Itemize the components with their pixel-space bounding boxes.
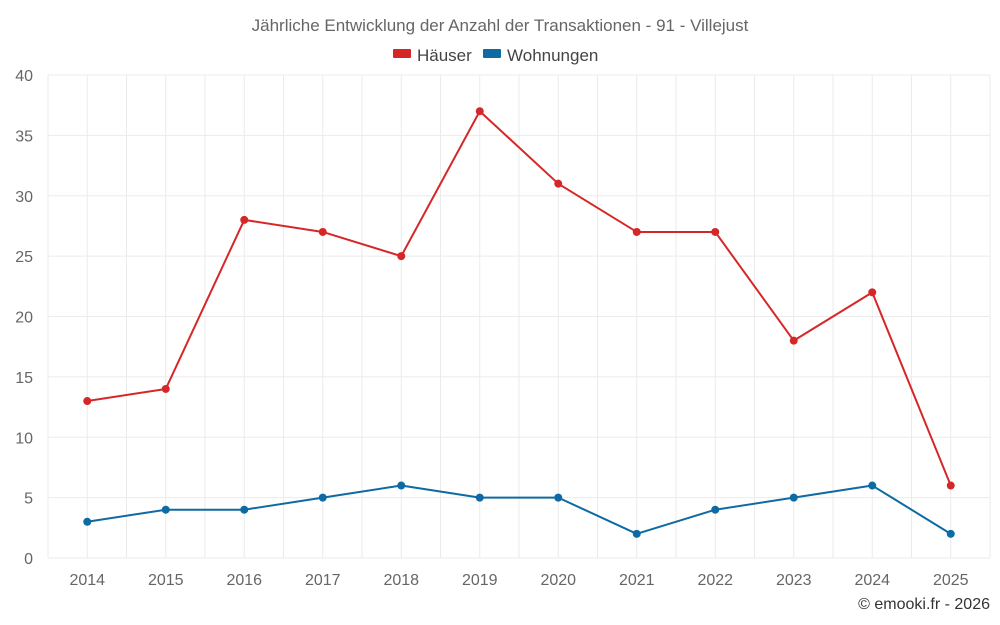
x-tick-label: 2014 — [69, 572, 105, 589]
x-tick-label: 2015 — [148, 572, 184, 589]
series-haeuser — [83, 107, 955, 490]
data-point[interactable] — [83, 397, 92, 406]
data-point[interactable] — [240, 215, 249, 224]
x-tick-label: 2016 — [226, 572, 262, 589]
data-point[interactable] — [868, 288, 877, 297]
data-point[interactable] — [240, 505, 249, 514]
y-tick-label: 40 — [15, 68, 33, 85]
y-axis-ticks: 0 5 10 15 20 25 30 35 40 — [15, 68, 33, 568]
x-tick-label: 2019 — [462, 572, 498, 589]
y-tick-label: 5 — [24, 491, 33, 508]
data-point[interactable] — [318, 493, 327, 502]
y-tick-label: 20 — [15, 310, 33, 327]
x-tick-label: 2022 — [697, 572, 733, 589]
data-point[interactable] — [554, 493, 563, 502]
x-tick-label: 2024 — [854, 572, 890, 589]
data-point[interactable] — [475, 493, 484, 502]
data-point[interactable] — [475, 107, 484, 116]
data-point[interactable] — [711, 227, 720, 236]
data-point[interactable] — [946, 481, 955, 490]
x-tick-label: 2017 — [305, 572, 341, 589]
data-point[interactable] — [868, 481, 877, 490]
y-tick-label: 0 — [24, 551, 33, 568]
x-tick-label: 2023 — [776, 572, 812, 589]
legend-swatch-haeuser — [393, 49, 411, 58]
x-tick-label: 2020 — [540, 572, 576, 589]
data-point[interactable] — [789, 493, 798, 502]
y-tick-label: 10 — [15, 430, 33, 447]
grid — [47, 74, 991, 559]
y-tick-label: 15 — [15, 370, 33, 387]
data-point[interactable] — [632, 529, 641, 538]
data-point[interactable] — [946, 529, 955, 538]
legend-swatch-wohnungen — [483, 49, 501, 58]
series-line — [87, 110, 952, 486]
x-axis-ticks: 2014 2015 2016 2017 2018 2019 2020 2021 2022 2023… — [69, 572, 968, 589]
data-point[interactable] — [632, 227, 641, 236]
data-point[interactable] — [83, 517, 92, 526]
legend-label-haeuser[interactable]: Häuser — [417, 46, 472, 65]
data-point[interactable] — [318, 227, 327, 236]
series-line — [87, 484, 952, 535]
data-point[interactable] — [789, 336, 798, 345]
chart-title: Jährliche Entwicklung der Anzahl der Tra… — [252, 16, 749, 35]
y-tick-label: 35 — [15, 128, 33, 145]
y-tick-label: 30 — [15, 189, 33, 206]
data-point[interactable] — [397, 481, 406, 490]
x-tick-label: 2021 — [619, 572, 655, 589]
data-point[interactable] — [161, 384, 170, 393]
x-tick-label: 2018 — [383, 572, 419, 589]
y-tick-label: 25 — [15, 249, 33, 266]
series — [83, 107, 955, 538]
series-wohnungen — [83, 481, 955, 538]
legend: Häuser Wohnungen — [393, 46, 598, 65]
credit-text: © emooki.fr - 2026 — [858, 596, 990, 613]
x-tick-label: 2025 — [933, 572, 969, 589]
legend-label-wohnungen[interactable]: Wohnungen — [507, 46, 598, 65]
data-point[interactable] — [711, 505, 720, 514]
data-point[interactable] — [554, 179, 563, 188]
data-point[interactable] — [397, 252, 406, 261]
data-point[interactable] — [161, 505, 170, 514]
